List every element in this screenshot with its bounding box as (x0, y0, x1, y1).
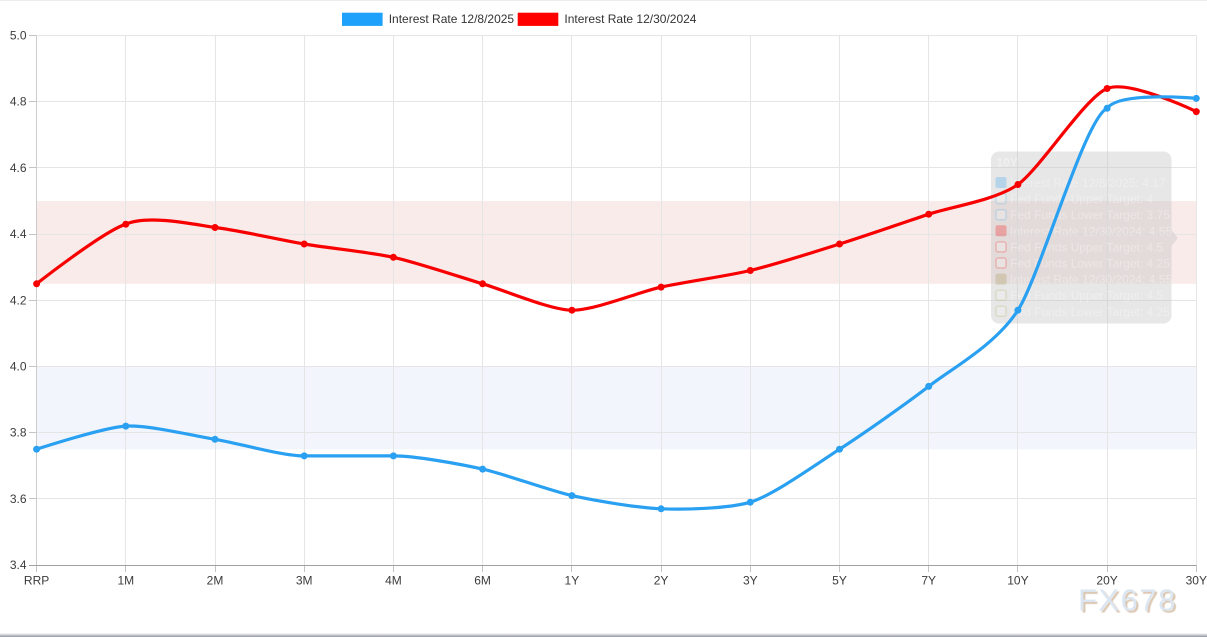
svg-text:Interest Rate 12/8/2025: Interest Rate 12/8/2025 (389, 12, 515, 26)
svg-text:6M: 6M (474, 574, 491, 588)
svg-text:10Y: 10Y (997, 156, 1018, 170)
svg-text:3M: 3M (296, 574, 313, 588)
svg-text:4M: 4M (385, 574, 402, 588)
svg-text:4.0: 4.0 (10, 360, 27, 374)
svg-text:3.6: 3.6 (10, 492, 27, 506)
svg-text:Fed Funds Upper Target: 4.5: Fed Funds Upper Target: 4.5 (1010, 289, 1164, 303)
svg-text:4.6: 4.6 (10, 161, 27, 175)
svg-text:3.8: 3.8 (10, 426, 27, 440)
svg-text:4.2: 4.2 (10, 293, 27, 307)
svg-text:2M: 2M (207, 574, 224, 588)
svg-text:3Y: 3Y (743, 574, 758, 588)
svg-text:10Y: 10Y (1007, 574, 1028, 588)
svg-text:RRP: RRP (24, 574, 49, 588)
svg-text:Fed Funds Lower Target: 3.75: Fed Funds Lower Target: 3.75 (1010, 208, 1170, 222)
svg-text:Interest Rate 12/30/2024: 4.55: Interest Rate 12/30/2024: 4.55 (1010, 224, 1172, 238)
svg-text:Interest Rate 12/8/2025: 4.17: Interest Rate 12/8/2025: 4.17 (1010, 176, 1166, 190)
svg-text:2Y: 2Y (654, 574, 669, 588)
svg-text:Fed Funds Lower Target: 4.25: Fed Funds Lower Target: 4.25 (1010, 257, 1170, 271)
svg-text:5Y: 5Y (832, 574, 847, 588)
svg-text:FX678: FX678 (1078, 583, 1177, 618)
svg-text:1Y: 1Y (565, 574, 580, 588)
svg-text:3.4: 3.4 (10, 558, 27, 572)
svg-text:30Y: 30Y (1186, 574, 1207, 588)
svg-text:Fed Funds Upper Target: 4.5: Fed Funds Upper Target: 4.5 (1010, 240, 1164, 254)
svg-text:Fed Funds Upper Target: 4: Fed Funds Upper Target: 4 (1010, 192, 1154, 206)
svg-text:4.4: 4.4 (10, 227, 27, 241)
svg-text:5.0: 5.0 (10, 29, 27, 43)
svg-text:Interest Rate 12/30/2024: 4.55: Interest Rate 12/30/2024: 4.55 (1010, 273, 1172, 287)
svg-text:20Y: 20Y (1096, 574, 1117, 588)
svg-text:Interest Rate 12/30/2024: Interest Rate 12/30/2024 (564, 12, 696, 26)
svg-text:7Y: 7Y (921, 574, 936, 588)
svg-text:4.8: 4.8 (10, 95, 27, 109)
svg-text:Fed Funds Lower Target: 4.25: Fed Funds Lower Target: 4.25 (1010, 305, 1170, 319)
svg-text:1M: 1M (117, 574, 134, 588)
